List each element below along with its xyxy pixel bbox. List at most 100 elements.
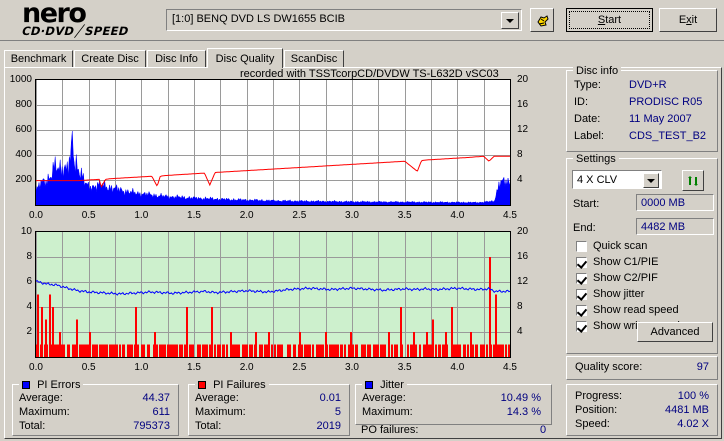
scan-start-value: 0000 MB — [641, 197, 686, 209]
y2-axis-tick: 16 — [517, 99, 529, 110]
refresh-button[interactable] — [682, 170, 704, 191]
checkbox-box[interactable] — [576, 257, 587, 268]
position-value: 4481 MB — [664, 404, 709, 416]
chevron-down-icon[interactable] — [643, 173, 659, 188]
pi-failures-maximum-label: Maximum: — [195, 406, 246, 418]
pi-errors-title-wrap: PI Errors — [19, 379, 84, 391]
checkbox-box[interactable] — [576, 305, 587, 316]
logo-subtitle: CD·DVD╱SPEED — [20, 24, 154, 38]
x-axis-tick: 0.5 — [81, 210, 96, 221]
logo-speed-text: SPEED — [83, 24, 131, 38]
advanced-button[interactable]: Advanced — [637, 322, 713, 342]
speed-value: 4.02 X — [677, 418, 709, 430]
scan-start-field[interactable]: 0000 MB — [636, 194, 714, 211]
y2-axis-tick: 12 — [517, 276, 529, 287]
disc-info-group: Disc info Type: DVD+R ID: PRODISC R05 Da… — [566, 65, 718, 152]
scan-start-label: Start: — [573, 198, 600, 210]
progress-value: 100 % — [677, 390, 709, 402]
x-axis-tick: 3.5 — [397, 210, 412, 221]
y2-axis-tick: 8 — [517, 149, 523, 160]
speed-label: Speed: — [575, 418, 610, 430]
tab-disc-info[interactable]: Disc Info — [147, 50, 206, 67]
pi-errors-total-label: Total: — [19, 420, 46, 432]
show-c1-pie-label: Show C1/PIE — [593, 256, 659, 268]
jitter-average-label: Average: — [362, 392, 406, 404]
x-axis-tick: 3.0 — [345, 210, 359, 221]
jitter-color-swatch — [365, 381, 373, 389]
exit-accel: x — [686, 14, 692, 26]
y2-axis-tick: 20 — [517, 226, 529, 237]
speed-select[interactable]: 4 X CLV — [572, 170, 662, 189]
drive-select-value: [1:0] BENQ DVD LS DW1655 BCIB — [172, 13, 346, 25]
x-axis-tick: 1.0 — [134, 210, 149, 221]
pi-failures-title-wrap: PI Failures — [195, 379, 269, 391]
tab-scandisc-label: ScanDisc — [290, 53, 338, 65]
tools-button[interactable] — [530, 8, 554, 32]
checkbox-box[interactable] — [576, 273, 587, 284]
disc-label-value: CDS_TEST_B2 — [629, 130, 707, 142]
app-header: nero CD·DVD╱SPEED [1:0] BENQ DVD LS DW16… — [0, 0, 724, 41]
position-label: Position: — [575, 404, 618, 416]
y-axis-tick: 600 — [15, 124, 32, 135]
exit-button[interactable]: Exit — [659, 8, 717, 32]
y2-axis-tick: 4 — [517, 174, 523, 185]
exit-button-label: Exit — [678, 14, 698, 26]
chevron-down-icon[interactable] — [501, 12, 519, 29]
pie-chart-canvas — [36, 80, 510, 205]
checkbox-box[interactable] — [576, 289, 587, 300]
disc-type-value: DVD+R — [629, 79, 667, 91]
pi-errors-color-swatch — [22, 381, 30, 389]
x-axis-tick: 0.5 — [81, 362, 96, 373]
tab-disc-quality[interactable]: Disc Quality — [207, 48, 283, 68]
x-axis-tick: 4.5 — [503, 362, 517, 373]
jitter-title: Jitter — [380, 379, 404, 391]
pi-errors-total-value: 795373 — [133, 420, 170, 432]
x-axis-tick: 1.0 — [134, 362, 149, 373]
pi-failures-maximum-value: 5 — [334, 406, 341, 418]
y-axis-tick: 200 — [15, 174, 32, 185]
pi-failures-group: PI Failures Average: 0.01 Maximum: 5 Tot… — [188, 379, 350, 436]
x-axis-tick: 0.0 — [29, 362, 43, 373]
x-axis-tick: 4.0 — [450, 210, 465, 221]
tab-create-disc-label: Create Disc — [81, 53, 139, 65]
pi-errors-average-value: 44.37 — [142, 392, 170, 404]
quick-scan-label: Quick scan — [593, 240, 648, 252]
quality-score-value: 97 — [696, 361, 709, 373]
pi-failures-average-label: Average: — [195, 392, 239, 404]
pi-errors-maximum-value: 611 — [152, 406, 170, 418]
y2-axis-tick: 16 — [517, 251, 529, 262]
scan-end-field[interactable]: 4482 MB — [636, 218, 714, 235]
disc-type-label: Type: — [574, 79, 601, 91]
y-axis-tick: 10 — [20, 226, 32, 237]
drive-select-field[interactable] — [166, 9, 522, 31]
quality-score-group: Quality score: 97 — [566, 356, 718, 380]
pi-errors-maximum-label: Maximum: — [19, 406, 70, 418]
scan-end-label: End: — [573, 222, 596, 234]
y-axis-tick: 1000 — [9, 74, 32, 85]
y-axis-tick: 2 — [26, 326, 32, 337]
recorded-with-label: recorded with TSSTcorpCD/DVDW TS-L632D v… — [240, 68, 499, 80]
jitter-group: Jitter Average: 10.49 % Maximum: 14.3 % — [355, 379, 552, 425]
show-c2-pif-label: Show C2/PIF — [593, 272, 658, 284]
jitter-maximum-value: 14.3 % — [506, 406, 541, 418]
y-axis-tick: 4 — [26, 301, 32, 312]
po-failures-value: 0 — [540, 424, 547, 436]
x-axis-tick: 2.0 — [239, 210, 254, 221]
disc-id-value: PRODISC R05 — [629, 96, 703, 108]
tab-benchmark[interactable]: Benchmark — [4, 50, 73, 67]
tab-benchmark-label: Benchmark — [10, 53, 67, 65]
drive-select[interactable]: [1:0] BENQ DVD LS DW1655 BCIB — [166, 9, 522, 31]
tab-scandisc[interactable]: ScanDisc — [284, 50, 344, 67]
checkbox-box[interactable] — [576, 321, 587, 332]
checkbox-box[interactable] — [576, 241, 587, 252]
refresh-icon — [688, 175, 698, 186]
disc-date-label: Date: — [574, 113, 601, 125]
tab-create-disc[interactable]: Create Disc — [74, 50, 146, 67]
tab-disc-quality-label: Disc Quality — [215, 52, 275, 65]
y2-axis-tick: 20 — [517, 74, 529, 85]
disc-id-label: ID: — [574, 96, 589, 108]
y-axis-tick: 800 — [15, 99, 32, 110]
y2-axis-tick: 4 — [517, 326, 523, 337]
